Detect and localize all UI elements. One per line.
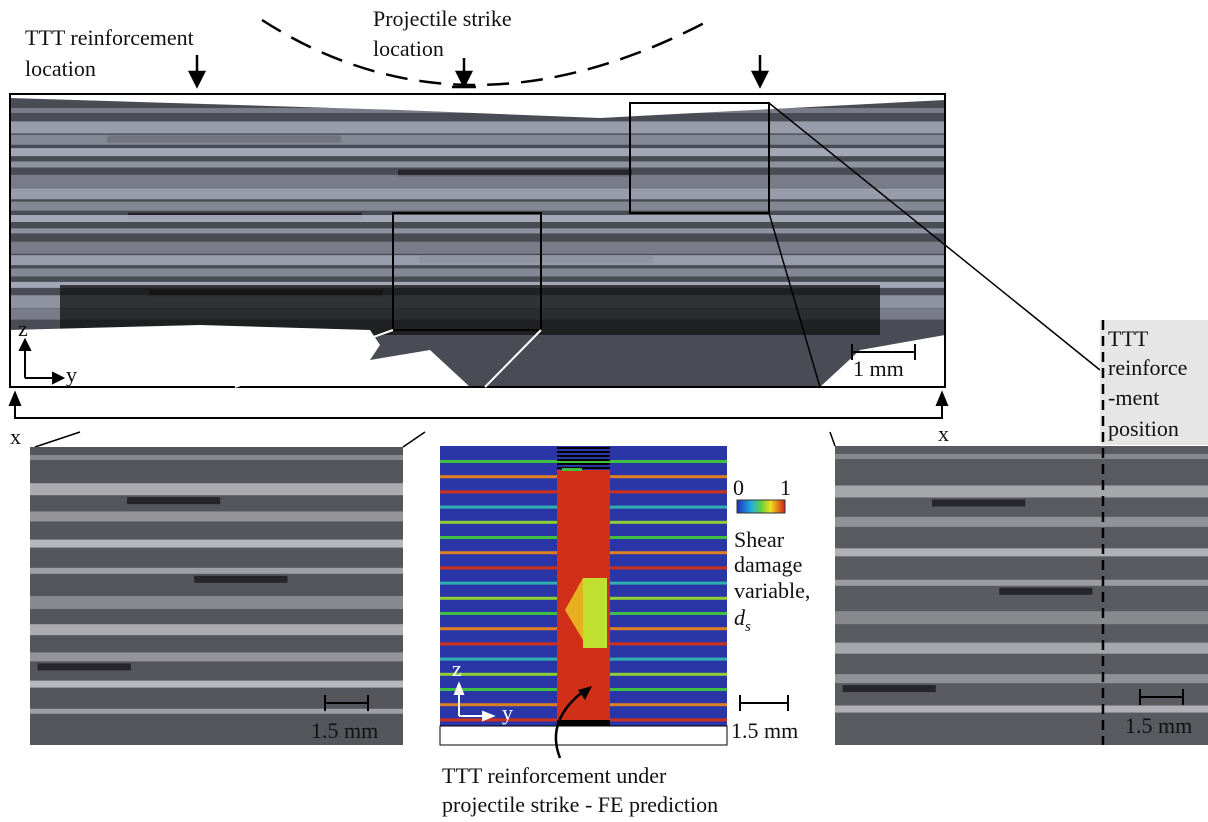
label: TTT xyxy=(1108,326,1149,351)
caption: projectile strike - FE prediction xyxy=(442,792,718,817)
fibre xyxy=(10,269,945,277)
fibre xyxy=(10,242,945,254)
label: Shear xyxy=(734,527,785,552)
leader xyxy=(830,432,835,446)
right-photo xyxy=(835,446,1208,745)
fibre xyxy=(10,162,945,168)
fibre xyxy=(835,454,1208,459)
fibre xyxy=(30,596,403,609)
fe-ply xyxy=(562,468,582,471)
fe-reinforcement xyxy=(557,720,610,726)
fibre xyxy=(10,188,945,199)
void xyxy=(127,497,220,504)
fibre xyxy=(10,228,945,233)
axis-label: y xyxy=(66,362,77,387)
fe-base xyxy=(440,726,727,745)
fibre xyxy=(835,517,1208,527)
fibre xyxy=(30,511,403,521)
colorbar-label: 0 xyxy=(733,475,744,500)
fe-ply xyxy=(557,459,610,461)
fibre xyxy=(10,135,945,145)
fibre xyxy=(30,652,403,661)
fibre xyxy=(30,681,403,688)
axis-label: y xyxy=(502,700,513,725)
label: TTT reinforcement xyxy=(25,25,194,50)
void xyxy=(38,663,131,670)
fe-damage xyxy=(583,578,607,648)
fe-ply xyxy=(557,463,610,465)
leader xyxy=(35,432,80,447)
label: ds xyxy=(734,605,751,635)
fibre xyxy=(835,485,1208,497)
arrows xyxy=(190,55,767,87)
fe-ply xyxy=(557,447,610,449)
label: position xyxy=(1108,416,1179,441)
label: location xyxy=(373,36,444,61)
fibre xyxy=(10,255,945,265)
scale-label: 1 mm xyxy=(853,356,904,381)
axis-label: z xyxy=(18,316,28,341)
left-photo xyxy=(30,447,403,745)
leader xyxy=(403,432,425,447)
colorbar xyxy=(737,500,785,513)
label: -ment xyxy=(1108,385,1159,410)
scale-label: 1.5 mm xyxy=(1125,713,1192,738)
label: reinforce xyxy=(1108,355,1187,380)
scale-label: 1.5 mm xyxy=(731,718,798,743)
x-label: x xyxy=(938,421,949,446)
label: location xyxy=(25,56,96,81)
fibre xyxy=(30,540,403,548)
scale-label: 1.5 mm xyxy=(311,718,378,743)
fibre xyxy=(30,709,403,714)
fibre xyxy=(10,148,945,156)
fibre xyxy=(10,202,945,211)
fe-ply xyxy=(557,451,610,453)
label: Projectile strike xyxy=(373,6,512,31)
fibre xyxy=(835,706,1208,713)
fe-ply xyxy=(557,455,610,457)
void xyxy=(932,499,1025,506)
fibre xyxy=(10,175,945,188)
figure: z y 1 mm x x TTT reinforcement location … xyxy=(0,0,1208,822)
x-label: x xyxy=(10,424,21,449)
fibre xyxy=(10,215,945,222)
subscript: s xyxy=(745,619,751,635)
fibre xyxy=(30,455,403,460)
void xyxy=(194,576,287,583)
fibre xyxy=(835,643,1208,654)
label: damage xyxy=(734,552,802,577)
fibre xyxy=(30,624,403,635)
fibre xyxy=(30,483,403,495)
axis-label: z xyxy=(452,656,462,681)
caption: TTT reinforcement under xyxy=(442,763,667,788)
label: variable, xyxy=(734,578,810,603)
fibre xyxy=(835,580,1208,586)
void xyxy=(999,588,1092,595)
fibre xyxy=(835,674,1208,683)
bracket xyxy=(10,393,947,418)
fibre xyxy=(30,568,403,574)
colorbar-label: 1 xyxy=(780,475,791,500)
void xyxy=(843,685,936,692)
fibre xyxy=(835,548,1208,556)
fibre xyxy=(835,611,1208,624)
